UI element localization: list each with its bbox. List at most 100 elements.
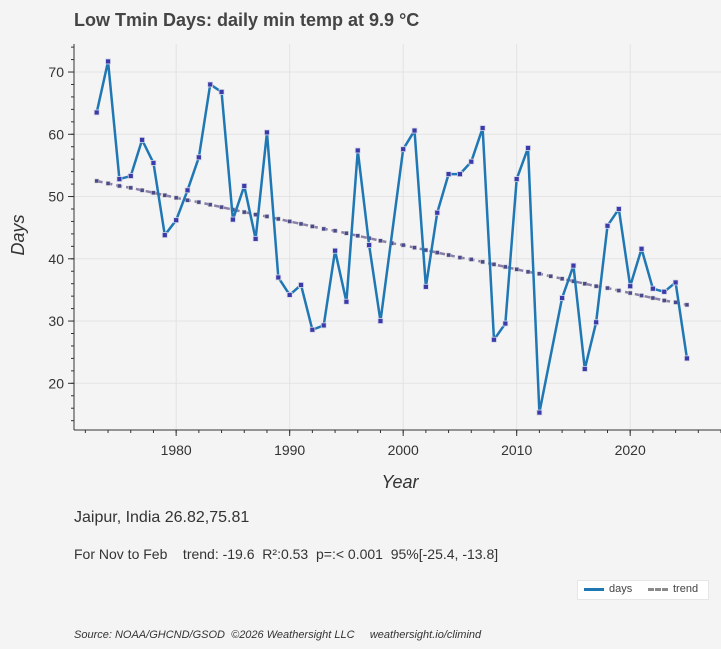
trend-point [400, 242, 406, 248]
trend-point [627, 290, 633, 296]
x-tick-label: 2010 [501, 442, 532, 458]
y-tick-label: 40 [48, 251, 64, 267]
days-point [264, 129, 270, 136]
location-label: Jaipur, India 26.82,75.81 [74, 509, 250, 526]
x-tick-label: 2020 [615, 442, 646, 458]
days-point [139, 136, 146, 143]
days-point [570, 262, 577, 269]
days-point [536, 409, 543, 416]
days-point [207, 81, 214, 88]
days-point [320, 322, 327, 329]
trend-point [593, 283, 599, 289]
days-point [377, 318, 384, 324]
trend-point [616, 288, 622, 293]
days-point [672, 279, 679, 286]
days-point [604, 222, 611, 229]
days-point [195, 154, 202, 161]
trend-point [207, 202, 213, 207]
days-point [649, 285, 656, 292]
trend-point [434, 250, 440, 255]
x-tick-label: 2000 [388, 442, 419, 458]
trend-point [185, 198, 190, 203]
trend-point [378, 238, 383, 243]
days-point [184, 187, 191, 194]
y-tick-label: 70 [48, 64, 64, 80]
trend-point [639, 293, 644, 298]
days-point [513, 176, 520, 183]
days-point [581, 366, 588, 372]
days-point [105, 58, 111, 65]
days-point [593, 319, 600, 326]
days-point [161, 232, 168, 239]
trend-point [298, 221, 304, 227]
legend-swatch-days [584, 587, 604, 591]
days-point [116, 176, 123, 183]
days-point [457, 171, 463, 178]
trend-point [457, 255, 463, 260]
trend-point [139, 188, 145, 193]
legend-label-trend: trend [673, 583, 699, 595]
days-point [173, 217, 180, 224]
trend-point [480, 259, 485, 265]
days-point [627, 283, 634, 290]
days-point [615, 206, 622, 212]
days-point [354, 147, 361, 154]
days-point [434, 209, 441, 216]
days-point [150, 160, 157, 166]
days-point [230, 216, 236, 223]
y-tick-label: 20 [48, 375, 64, 391]
trend-point [162, 193, 168, 198]
trend-point [94, 178, 99, 184]
legend: days trend [577, 580, 709, 600]
trend-point [105, 181, 111, 186]
legend-label-days: days [609, 583, 633, 595]
trend-point [673, 300, 678, 305]
days-point [298, 282, 304, 288]
legend-item-days: days [584, 583, 632, 595]
days-point [491, 336, 497, 343]
trend-point [310, 224, 315, 229]
trend-point [525, 269, 531, 275]
plot-area [93, 58, 690, 416]
trend-point [355, 233, 361, 239]
trend-point [582, 281, 588, 286]
trend-point [117, 183, 122, 189]
trend-point [196, 199, 202, 205]
trend-point [684, 302, 690, 308]
trend-point [173, 195, 179, 201]
days-point [252, 235, 259, 242]
days-point [525, 145, 531, 151]
days-point [309, 326, 316, 333]
trend-stats: For Nov to Feb trend: -19.6 R²:0.53 p=:<… [74, 546, 499, 562]
trend-point [321, 226, 326, 232]
days-point [332, 247, 338, 254]
legend-swatch-trend [648, 587, 668, 591]
days-point [422, 283, 429, 290]
trend-point [548, 273, 553, 279]
trend-point [559, 276, 565, 281]
days-point [502, 320, 509, 327]
trend-point [514, 267, 519, 272]
chart-title: Low Tmin Days: daily min temp at 9.9 °C [74, 10, 420, 30]
y-tick-label: 30 [48, 313, 64, 329]
days-point [286, 291, 293, 298]
trend-point [276, 216, 281, 222]
trend-point [661, 298, 667, 303]
days-point [468, 158, 475, 165]
trend-point [412, 245, 417, 250]
days-point [411, 127, 418, 134]
trend-point [287, 219, 292, 224]
trend-point [446, 252, 451, 258]
days-point [366, 242, 373, 248]
days-point [400, 146, 407, 153]
trend-point [128, 185, 134, 191]
days-point [684, 355, 690, 362]
days-point [275, 274, 282, 281]
days-point [93, 109, 100, 116]
trend-point [469, 257, 474, 262]
trend-point [344, 231, 349, 236]
days-point [445, 171, 452, 178]
trend-point [605, 285, 610, 291]
